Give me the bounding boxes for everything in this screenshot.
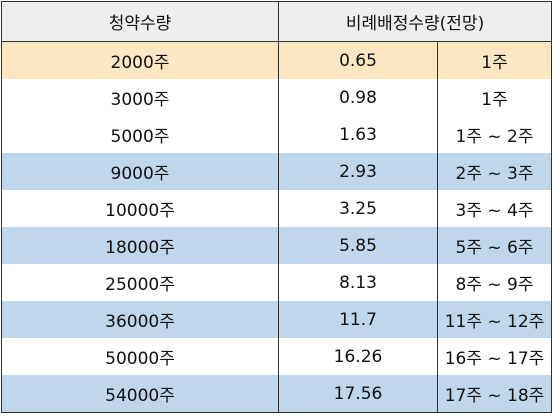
cell-allocation-ratio: 5.85 (278, 227, 438, 264)
cell-subscription-quantity: 18000주 (1, 227, 279, 264)
cell-expected-shares: 5주 ~ 6주 (436, 227, 553, 264)
cell-allocation-ratio: 0.65 (278, 41, 438, 79)
table-row: 5000주 1.63 1주 ~ 2주 (1, 116, 553, 153)
table-row: 36000주 11.7 11주 ~ 12주 (1, 301, 553, 338)
table-body: 2000주 0.65 1주 3000주 0.98 1주 5000주 1.63 1주 ~ 2주 90… (1, 41, 553, 413)
table-row: 2000주 0.65 1주 (1, 41, 553, 79)
cell-allocation-ratio: 16.26 (278, 338, 438, 375)
cell-allocation-ratio: 0.98 (278, 79, 438, 116)
cell-expected-shares: 3주 ~ 4주 (436, 190, 553, 227)
cell-expected-shares: 17주 ~ 18주 (436, 375, 553, 413)
cell-allocation-ratio: 1.63 (278, 116, 438, 153)
cell-subscription-quantity: 36000주 (1, 301, 279, 338)
cell-subscription-quantity: 54000주 (1, 375, 279, 413)
cell-allocation-ratio: 8.13 (278, 264, 438, 301)
table-row: 18000주 5.85 5주 ~ 6주 (1, 227, 553, 264)
table-row: 9000주 2.93 2주 ~ 3주 (1, 153, 553, 190)
table-row: 50000주 16.26 16주 ~ 17주 (1, 338, 553, 375)
cell-subscription-quantity: 2000주 (1, 41, 279, 79)
cell-subscription-quantity: 10000주 (1, 190, 279, 227)
cell-expected-shares: 1주 (436, 41, 553, 79)
table-header: 청약수량 비례배정수량(전망) (1, 1, 553, 42)
cell-subscription-quantity: 9000주 (1, 153, 279, 190)
table-row: 10000주 3.25 3주 ~ 4주 (1, 190, 553, 227)
cell-expected-shares: 16주 ~ 17주 (436, 338, 553, 375)
cell-subscription-quantity: 25000주 (1, 264, 279, 301)
cell-allocation-ratio: 2.93 (278, 153, 438, 190)
cell-expected-shares: 8주 ~ 9주 (436, 264, 553, 301)
cell-expected-shares: 1주 ~ 2주 (436, 116, 553, 153)
table-row: 54000주 17.56 17주 ~ 18주 (1, 375, 553, 413)
cell-subscription-quantity: 50000주 (1, 338, 279, 375)
table-row: 3000주 0.98 1주 (1, 79, 553, 116)
cell-expected-shares: 1주 (436, 79, 553, 116)
header-row: 청약수량 비례배정수량(전망) (1, 1, 553, 42)
cell-subscription-quantity: 3000주 (1, 79, 279, 116)
table-row: 25000주 8.13 8주 ~ 9주 (1, 264, 553, 301)
header-proportional-allocation: 비례배정수량(전망) (277, 1, 553, 42)
cell-expected-shares: 2주 ~ 3주 (436, 153, 553, 190)
cell-allocation-ratio: 3.25 (278, 190, 438, 227)
header-subscription-quantity: 청약수량 (1, 1, 279, 42)
cell-subscription-quantity: 5000주 (1, 116, 279, 153)
cell-allocation-ratio: 17.56 (278, 375, 438, 413)
cell-expected-shares: 11주 ~ 12주 (436, 301, 553, 338)
cell-allocation-ratio: 11.7 (278, 301, 438, 338)
